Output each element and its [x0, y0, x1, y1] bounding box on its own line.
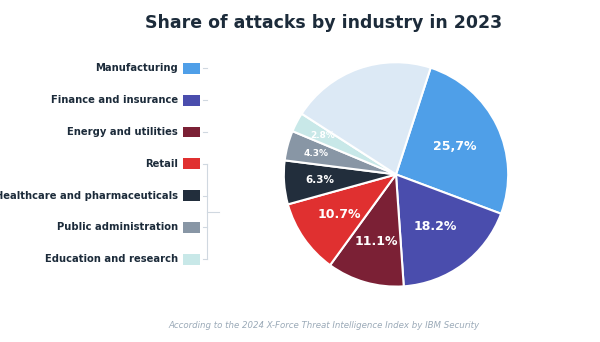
Text: 18.2%: 18.2% [413, 220, 457, 233]
Text: 11.1%: 11.1% [355, 235, 398, 248]
Text: 6.3%: 6.3% [305, 175, 334, 185]
Text: 4.3%: 4.3% [303, 148, 328, 158]
Text: Share of attacks by industry in 2023: Share of attacks by industry in 2023 [145, 14, 503, 32]
Wedge shape [396, 174, 501, 286]
Wedge shape [330, 174, 404, 287]
Wedge shape [284, 160, 396, 205]
Text: Finance and insurance: Finance and insurance [51, 95, 178, 105]
Wedge shape [288, 174, 396, 265]
Text: Energy and utilities: Energy and utilities [67, 127, 178, 137]
Text: 2.8%: 2.8% [310, 131, 335, 140]
Wedge shape [396, 68, 508, 214]
Text: Manufacturing: Manufacturing [95, 63, 178, 74]
Wedge shape [285, 131, 396, 174]
Text: 25,7%: 25,7% [433, 140, 476, 153]
Text: 10.7%: 10.7% [317, 208, 361, 221]
Wedge shape [302, 62, 431, 174]
Wedge shape [292, 114, 396, 174]
Text: According to the 2024 X-Force Threat Intelligence Index by IBM Security: According to the 2024 X-Force Threat Int… [169, 321, 479, 330]
Text: Healthcare and pharmaceuticals: Healthcare and pharmaceuticals [0, 190, 178, 201]
Text: Public administration: Public administration [57, 222, 178, 233]
Text: Education and research: Education and research [45, 254, 178, 264]
Text: Retail: Retail [145, 159, 178, 169]
